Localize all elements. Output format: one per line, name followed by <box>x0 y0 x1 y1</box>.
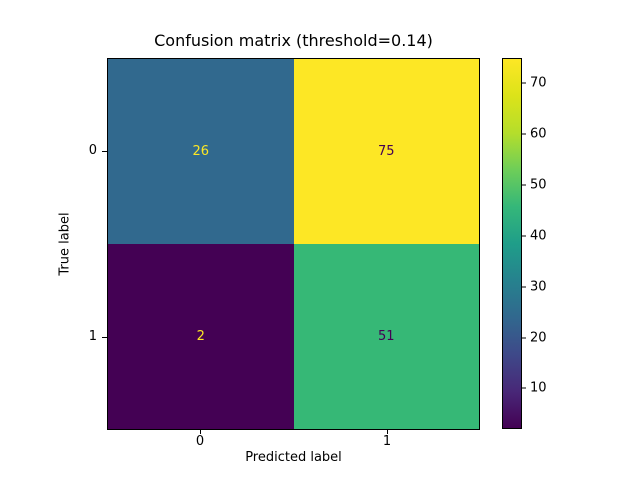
y-tick-label-0: 0 <box>88 143 97 158</box>
colorbar-tick: 10 <box>522 381 547 396</box>
colorbar-tick-mark <box>522 235 526 237</box>
colorbar-tick: 30 <box>522 279 547 294</box>
colorbar-tick-mark <box>522 286 526 288</box>
colorbar-tick-label: 50 <box>530 177 547 193</box>
colorbar-ticks: 10 20 30 40 50 60 70 <box>522 58 582 429</box>
colorbar-tick-mark <box>522 82 526 84</box>
colorbar <box>502 58 522 429</box>
colorbar-tick: 20 <box>522 330 547 345</box>
colorbar-tick-label: 10 <box>530 380 547 396</box>
x-axis-label: Predicted label <box>245 450 342 465</box>
heatmap-cell-true1-pred1: 51 <box>293 244 479 429</box>
colorbar-tick: 60 <box>522 127 547 142</box>
y-tick-mark-1 <box>102 337 107 338</box>
colorbar-tick-label: 20 <box>530 330 547 346</box>
colorbar-tick-label: 60 <box>530 126 547 142</box>
x-tick-label-0: 0 <box>195 434 205 449</box>
colorbar-tick-label: 70 <box>530 75 547 91</box>
heatmap-axes: 26 75 2 51 <box>107 58 480 430</box>
chart-title: Confusion matrix (threshold=0.14) <box>154 31 433 50</box>
heatmap-cell-true0-pred1: 75 <box>293 59 479 244</box>
heatmap-cell-true1-pred0: 2 <box>108 244 294 429</box>
colorbar-tick-mark <box>522 387 526 389</box>
colorbar-tick-mark <box>522 337 526 339</box>
x-tick-mark-0 <box>200 430 201 434</box>
y-tick-label-1: 1 <box>88 329 97 344</box>
colorbar-tick-mark <box>522 133 526 135</box>
colorbar-tick: 50 <box>522 178 547 193</box>
colorbar-tick-mark <box>522 184 526 186</box>
colorbar-tick: 70 <box>522 76 547 91</box>
colorbar-tick-label: 40 <box>530 228 547 244</box>
colorbar-tick-label: 30 <box>530 279 547 295</box>
heatmap-cell-true0-pred0: 26 <box>108 59 294 244</box>
cell-value: 75 <box>377 144 395 159</box>
cell-value: 26 <box>192 144 210 159</box>
colorbar-tick: 40 <box>522 228 547 243</box>
y-tick-mark-0 <box>102 151 107 152</box>
y-axis-label: True label <box>57 212 73 276</box>
x-tick-label-1: 1 <box>382 434 392 449</box>
cell-value: 2 <box>196 329 205 344</box>
cell-value: 51 <box>377 329 395 344</box>
x-tick-mark-1 <box>387 430 388 434</box>
